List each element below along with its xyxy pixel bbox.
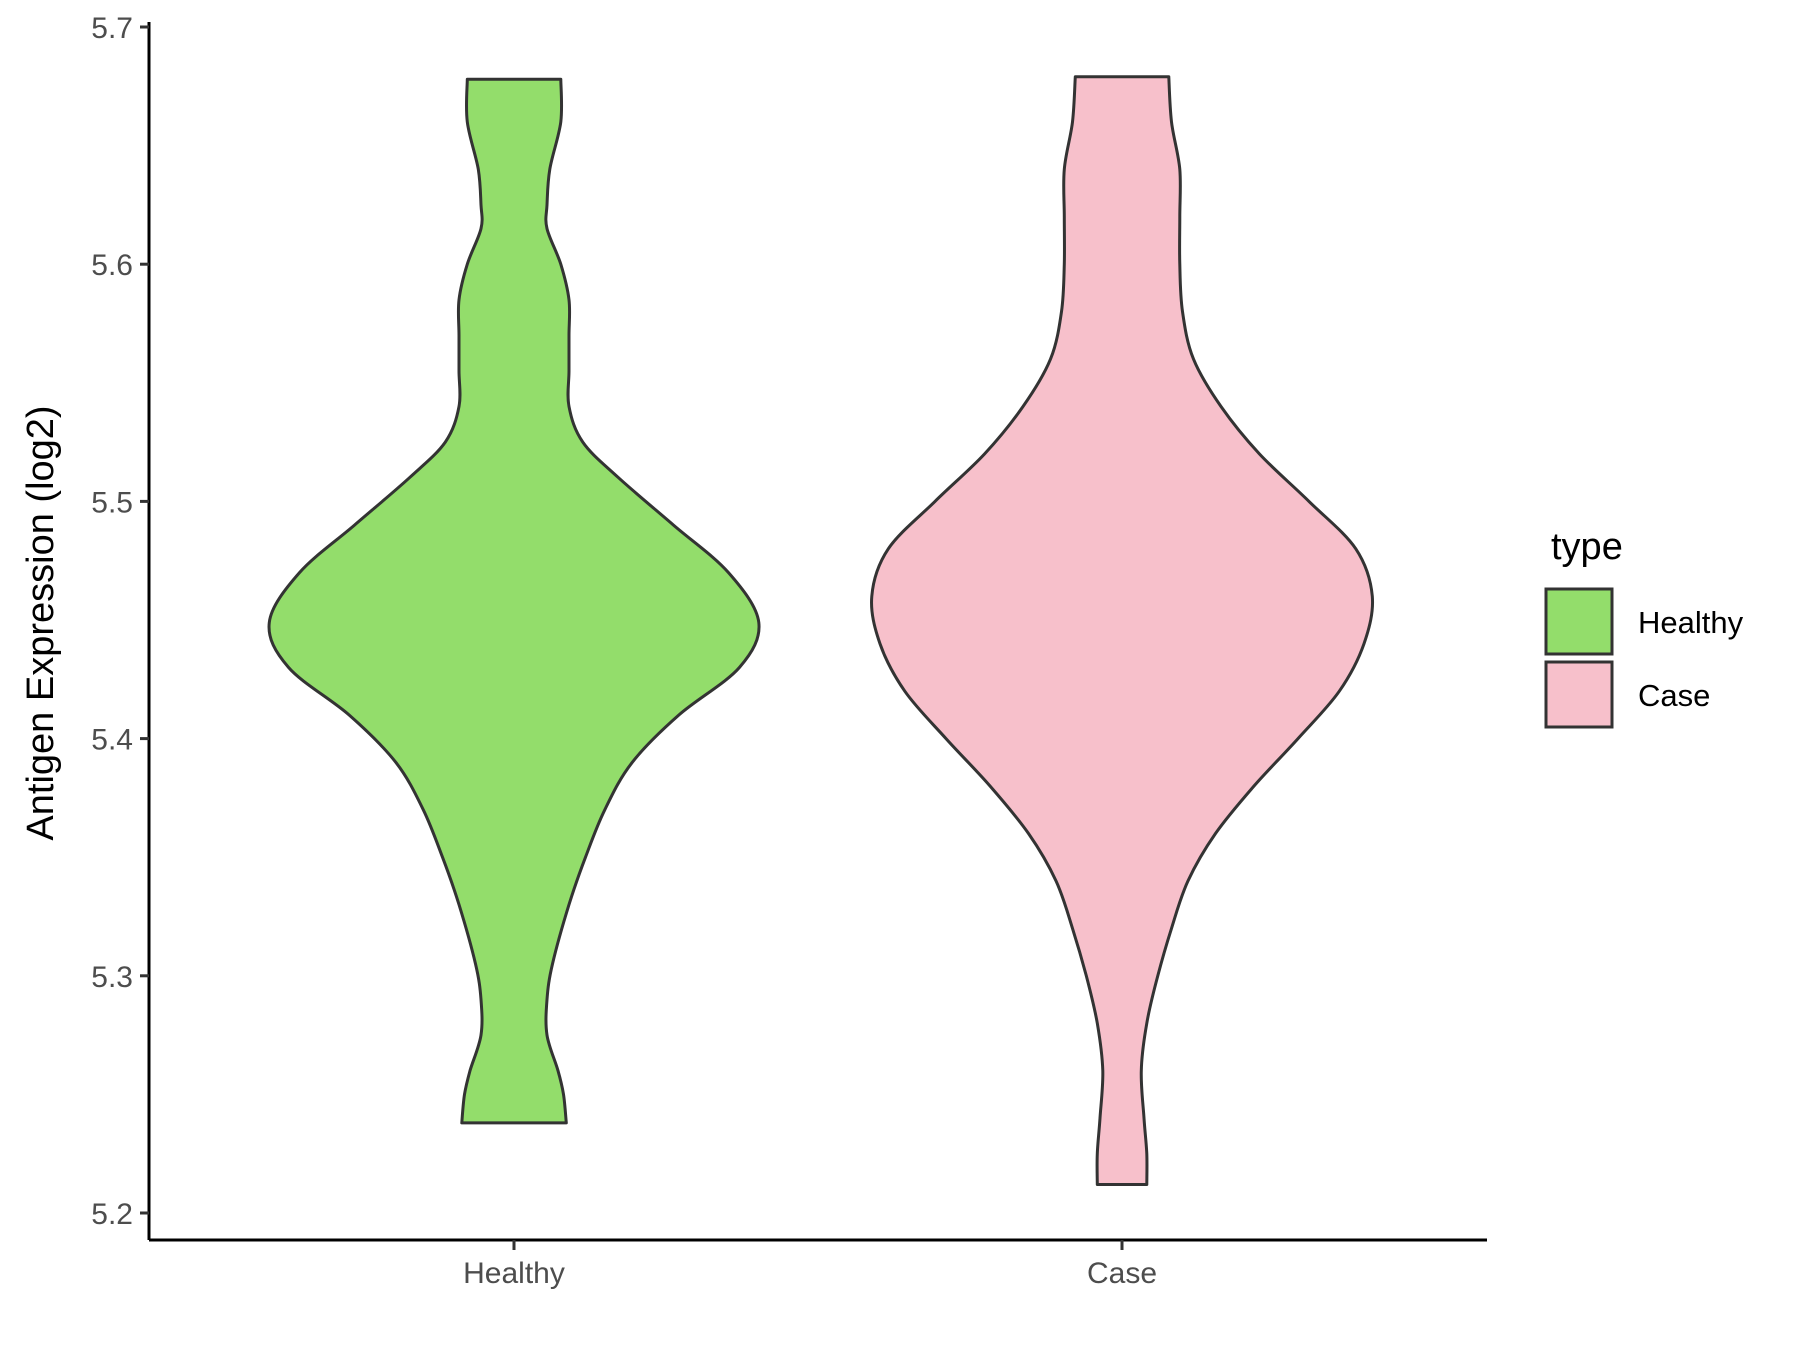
y-tick-label: 5.6 [91, 249, 133, 282]
x-tick-label: Healthy [463, 1257, 565, 1290]
legend-label: Case [1638, 678, 1710, 713]
legend: type Healthy Case [1544, 526, 1744, 729]
y-tick-label: 5.4 [91, 724, 133, 757]
legend-key-case [1544, 660, 1614, 729]
x-axis: Healthy Case [149, 1238, 1487, 1290]
y-tick-label: 5.2 [91, 1198, 133, 1231]
y-axis-title: Antigen Expression (log2) [20, 405, 62, 840]
y-tick-label: 5.7 [91, 12, 133, 45]
violin-case [870, 75, 1375, 1186]
legend-label: Healthy [1638, 605, 1744, 640]
violin-healthy [267, 77, 761, 1125]
legend-title: type [1551, 526, 1623, 568]
y-axis: 5.2 5.3 5.4 5.5 5.6 5.7 [91, 12, 151, 1240]
plot-area [267, 75, 1375, 1186]
y-tick-label: 5.5 [91, 486, 133, 519]
legend-key-healthy [1544, 587, 1614, 656]
y-tick-label: 5.3 [91, 961, 133, 994]
x-tick-label: Case [1087, 1257, 1157, 1290]
